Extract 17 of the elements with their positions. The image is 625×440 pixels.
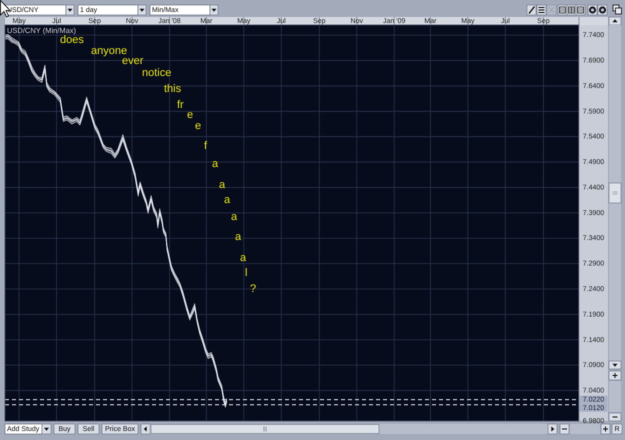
annotation: a: [235, 231, 242, 243]
annotation: ever: [122, 55, 144, 67]
annotation: a: [240, 252, 247, 264]
annotation: a: [224, 194, 231, 206]
annotation: a: [212, 158, 219, 170]
annotation: fr: [177, 99, 184, 111]
annotation: notice: [142, 67, 172, 79]
annotation: does: [60, 34, 84, 46]
annotation: anyone: [91, 45, 128, 57]
annotation: e: [187, 109, 194, 121]
annotation: this: [164, 83, 182, 95]
annotation: e: [195, 120, 202, 132]
annotation: a: [231, 211, 238, 223]
annotation: ?: [250, 283, 256, 295]
annotation: a: [219, 179, 226, 191]
annotation: f: [204, 140, 208, 152]
annotation: l: [245, 267, 248, 279]
